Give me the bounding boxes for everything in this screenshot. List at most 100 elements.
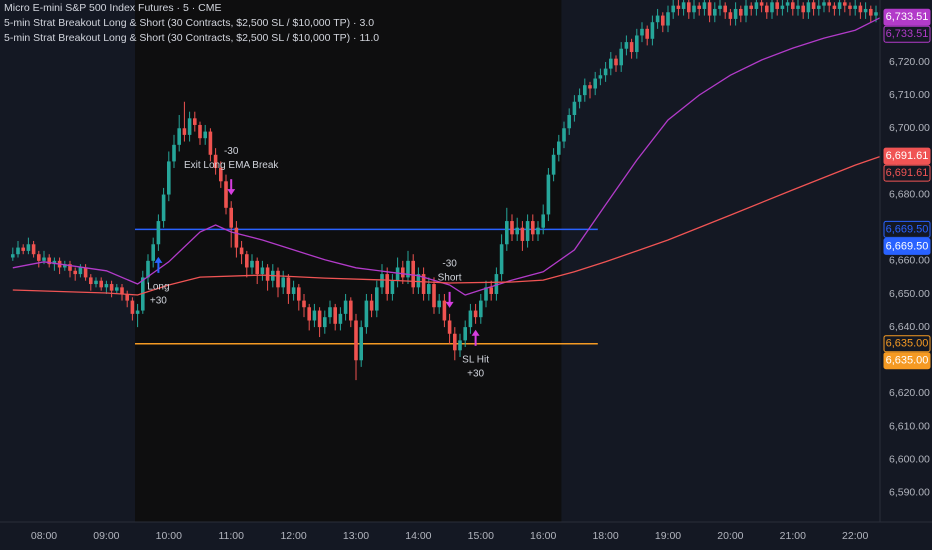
candle-body (250, 260, 254, 268)
candle-body (707, 2, 712, 16)
candle-body (577, 95, 582, 102)
candle-body (557, 141, 561, 155)
trade-label: -30 (224, 146, 239, 157)
candle-body (650, 22, 655, 39)
candle-body (614, 58, 618, 66)
ema-line (12, 17, 880, 296)
candle-body (853, 5, 857, 9)
x-tick-label: 08:00 (31, 530, 57, 542)
candle-body (551, 154, 556, 175)
y-tick-label: 6,680.00 (889, 188, 930, 200)
candle-body (167, 161, 171, 195)
candle-body (765, 5, 769, 13)
candle-body (546, 174, 551, 215)
candle-body (359, 327, 363, 361)
candle-body (432, 284, 436, 308)
x-tick-label: 09:00 (93, 530, 119, 542)
candle-body (473, 310, 478, 318)
candle-body (728, 12, 733, 19)
ema-price-label: 6,691.61 (886, 150, 929, 162)
y-tick-label: 6,700.00 (889, 122, 930, 134)
x-tick-label: 14:00 (405, 530, 431, 542)
candle-body (442, 300, 447, 321)
x-tick-label: 19:00 (655, 530, 681, 542)
trade-arrow-head (445, 301, 454, 308)
plot-area: Long +30 -30 Exit Long EMA Break -30 Short SL … (11, 0, 880, 522)
candle-body (505, 221, 509, 245)
candle-body (713, 8, 717, 16)
candle-body (796, 5, 800, 9)
trade-arrow-head (227, 189, 236, 196)
candle-body (739, 8, 743, 16)
candle-body (801, 5, 805, 13)
candle-body (135, 310, 140, 314)
candle-body (385, 274, 389, 294)
candle-body (858, 5, 863, 13)
y-tick-label: 6,720.00 (889, 56, 930, 68)
candle-body (297, 287, 301, 301)
candle-body (837, 2, 842, 9)
candle-body (203, 131, 207, 139)
candle-body (687, 2, 691, 13)
candle-body (47, 257, 51, 265)
y-tick-label: 6,600.00 (889, 453, 930, 465)
level-price-label: 6,635.00 (886, 338, 929, 350)
candle-body (156, 221, 161, 245)
candle-body (317, 310, 322, 328)
candle-body (354, 320, 358, 361)
candle-body (333, 307, 337, 324)
candle-body (583, 85, 587, 96)
candle-body (692, 5, 696, 13)
candle-body (208, 131, 213, 155)
candle-body (676, 5, 681, 9)
indicator-legend: 5-min Strat Breakout Long & Short (30 Co… (4, 32, 379, 44)
candle-body (494, 274, 499, 294)
candle-body (515, 227, 519, 235)
axes: 6,590.006,600.006,610.006,620.006,630.00… (31, 8, 931, 542)
candle-body (447, 320, 452, 334)
x-tick-label: 20:00 (717, 530, 743, 542)
candle-body (83, 267, 88, 278)
candle-body (510, 221, 514, 235)
session-background (135, 0, 562, 522)
ema-price-label-box (883, 25, 931, 43)
trade-label: +30 (150, 296, 167, 307)
candle-body (364, 300, 369, 328)
candle-body (723, 5, 727, 13)
candle-body (245, 254, 249, 268)
candle-body (874, 12, 878, 16)
candle-body (843, 2, 847, 6)
candle-body (531, 221, 535, 235)
candle-body (37, 254, 41, 261)
candle-body (489, 287, 493, 294)
candle-body (655, 15, 660, 23)
candle-body (416, 274, 421, 288)
candle-body (369, 300, 374, 311)
trade-label: Long (147, 282, 169, 293)
candle-body (130, 300, 135, 314)
trade-label: SL Hit (462, 354, 489, 365)
x-tick-label: 11:00 (218, 530, 244, 542)
candle-body (182, 128, 187, 135)
candle-body (286, 277, 291, 294)
candle-body (26, 244, 31, 251)
candle-body (68, 264, 72, 271)
x-tick-label: 21:00 (780, 530, 806, 542)
candle-body (791, 2, 795, 9)
candle-body (463, 327, 467, 341)
x-tick-label: 12:00 (280, 530, 306, 542)
candle-body (822, 2, 826, 6)
indicator-legend: 5-min Strat Breakout Long & Short (30 Co… (4, 17, 374, 29)
candle-body (390, 280, 395, 294)
candle-body (395, 267, 400, 281)
y-tick-label: 6,620.00 (889, 387, 930, 399)
candle-body (421, 274, 426, 294)
candle-body (16, 247, 20, 255)
candle-body (375, 287, 379, 311)
candle-body (73, 270, 77, 275)
candle-body (323, 317, 327, 328)
ema-price-label: 6,691.61 (886, 167, 929, 179)
candle-body (484, 287, 488, 301)
candle-body (146, 260, 150, 278)
candle-body (406, 260, 410, 278)
